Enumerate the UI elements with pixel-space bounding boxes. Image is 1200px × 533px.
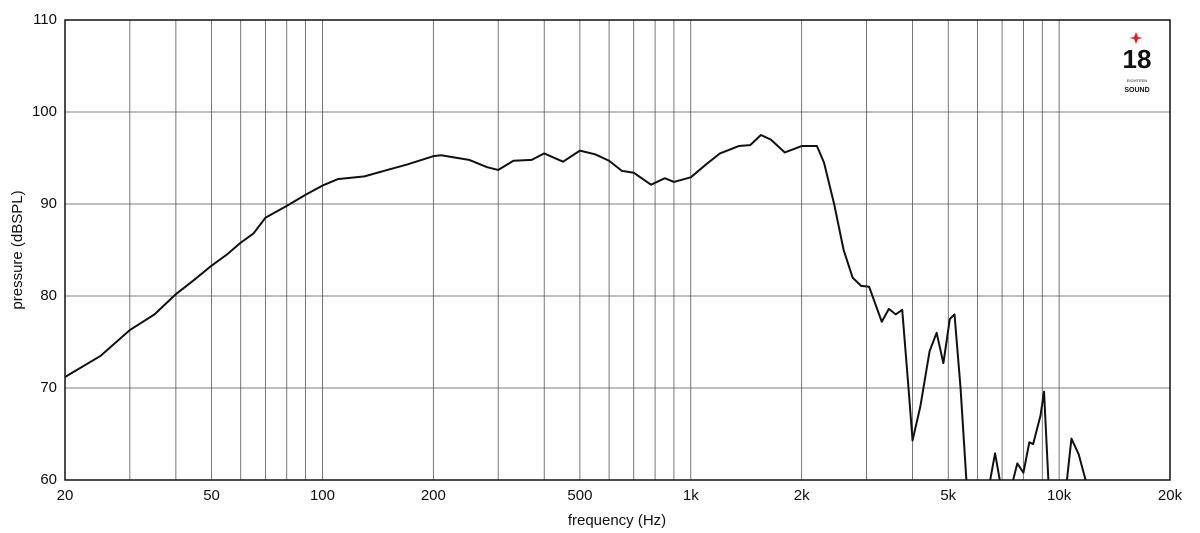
x-tick-label: 2k	[794, 487, 810, 504]
x-tick-label: 100	[310, 487, 335, 504]
x-tick-label: 20k	[1158, 487, 1183, 504]
y-tick-label: 110	[33, 11, 57, 28]
x-tick-label: 10k	[1047, 487, 1072, 504]
y-axis-label: pressure (dBSPL)	[9, 190, 26, 309]
x-tick-label: 50	[203, 487, 220, 504]
plot-frame	[64, 19, 1171, 481]
logo-text: SOUND	[1124, 87, 1149, 94]
x-tick-label: 20	[57, 487, 74, 504]
x-tick-label: 1k	[683, 487, 699, 504]
x-axis-label: frequency (Hz)	[568, 512, 666, 529]
logo-number: 18	[1123, 44, 1152, 74]
x-tick-label: 500	[567, 487, 592, 504]
x-tick-label: 5k	[940, 487, 956, 504]
y-tick-label: 100	[32, 103, 57, 120]
logo-star	[1129, 32, 1143, 44]
y-tick-label: 60	[40, 471, 57, 488]
y-tick-label: 90	[40, 195, 57, 212]
logo-text: EIGHTEEN	[1127, 78, 1148, 83]
response-line	[64, 134, 1087, 481]
logo: 18 EIGHTEEN SOUND	[1123, 32, 1152, 94]
y-tick-label: 80	[40, 287, 57, 304]
y-tick-label: 70	[40, 379, 57, 396]
x-tick-label: 200	[421, 487, 446, 504]
